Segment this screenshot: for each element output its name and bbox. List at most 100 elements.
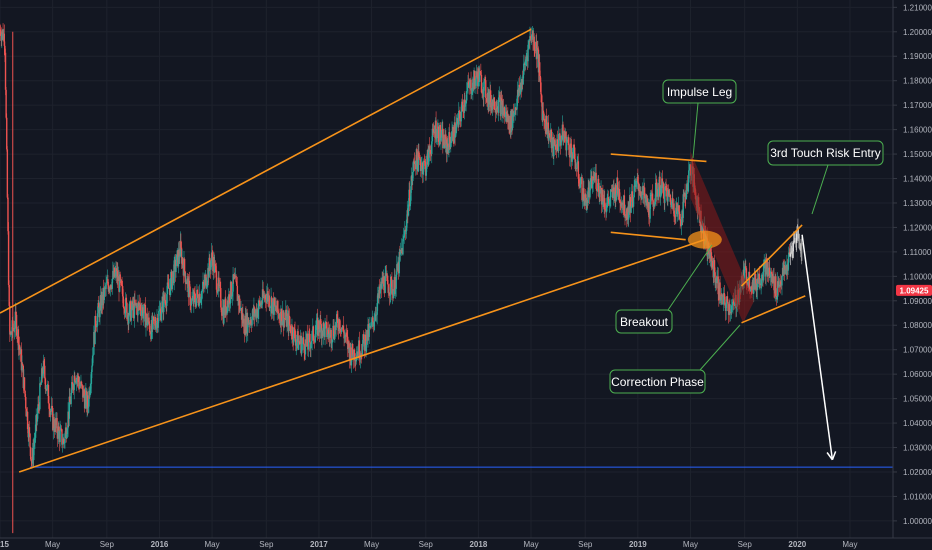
candle-body — [800, 242, 803, 261]
candle-body — [592, 176, 594, 185]
candle-body — [562, 134, 565, 142]
candle-body — [268, 295, 270, 308]
correction-channel[interactable] — [690, 151, 755, 323]
candle-body — [440, 137, 442, 141]
trendline-upper-wedge[interactable] — [0, 28, 532, 314]
candle-body — [534, 50, 537, 51]
correction-phase-pointer — [699, 324, 741, 371]
candle-body — [773, 276, 775, 291]
candle-body — [103, 288, 105, 300]
impulse-leg-callout[interactable]: Impulse Leg — [662, 79, 737, 159]
candle-body — [659, 195, 662, 198]
candle-body — [551, 139, 553, 149]
trendline-flag-lower[interactable] — [741, 295, 806, 324]
candle-body — [87, 395, 89, 408]
candle-body — [672, 197, 674, 209]
candle-body — [175, 265, 177, 273]
price-tick-label: 1.16000 — [903, 126, 932, 135]
risk-entry-callout[interactable]: 3rd Touch Risk Entry — [767, 140, 884, 215]
candle-body — [15, 314, 18, 336]
candle-body — [68, 396, 71, 419]
candle-body — [72, 389, 75, 391]
candle-body — [14, 328, 16, 332]
candle-body — [216, 289, 218, 293]
time-axis[interactable] — [0, 538, 893, 550]
candle-body — [553, 139, 555, 157]
risk-entry-box — [767, 140, 884, 166]
candle-body — [264, 295, 267, 300]
candle-body — [630, 206, 632, 213]
candle-body — [304, 339, 307, 355]
candle-body — [761, 279, 763, 280]
trendline-box-bottom[interactable] — [610, 231, 686, 241]
candle-body — [516, 98, 518, 110]
candle-body — [443, 134, 445, 145]
candle-body — [781, 275, 783, 286]
projection-arrow[interactable] — [801, 234, 834, 460]
candle-body — [680, 225, 683, 227]
candle-body — [769, 274, 772, 278]
trendline-lower-wedge[interactable] — [18, 238, 706, 473]
candle-body — [596, 188, 598, 191]
candle-body — [560, 139, 562, 146]
candle-body — [331, 342, 333, 344]
candle-body — [302, 337, 305, 345]
candle-body — [633, 185, 635, 198]
current-price-tag — [896, 284, 932, 296]
candle-body — [193, 291, 195, 304]
candle-body — [157, 321, 159, 328]
candle-body — [799, 248, 801, 250]
candle-body — [429, 150, 432, 154]
candle-body — [190, 300, 193, 306]
candle-body — [758, 273, 760, 285]
projection-arrow-head — [831, 451, 837, 461]
candle-body — [542, 110, 545, 114]
candle-body — [6, 149, 9, 198]
candle-body — [29, 447, 32, 460]
candle-body — [296, 340, 298, 342]
candle-body — [610, 190, 612, 198]
candle-body — [215, 266, 217, 271]
candle-body — [293, 327, 295, 343]
candle-body — [566, 140, 569, 142]
time-tick-label: Sep — [100, 540, 115, 549]
candle-body — [428, 146, 430, 165]
candle-body — [175, 254, 178, 266]
candle-body — [41, 368, 43, 383]
correction-phase-callout[interactable]: Correction Phase — [609, 324, 741, 394]
candle-body — [794, 238, 797, 242]
candle-body — [386, 275, 389, 285]
price-tick-label: 1.08000 — [903, 321, 932, 330]
price-axis-ticks: 1.00000 1.01000 1.02000 1.03000 1.04000 1.050… — [893, 3, 932, 526]
candle-body — [140, 310, 143, 317]
candle-body — [536, 48, 538, 59]
candle-body — [374, 320, 376, 322]
candle-body — [98, 302, 100, 308]
candle-body — [107, 285, 110, 292]
breakout-ellipse[interactable] — [687, 230, 722, 249]
price-axis[interactable] — [893, 0, 932, 538]
correction-phase-label: Correction Phase — [611, 375, 704, 389]
trendline-flag-upper[interactable] — [740, 224, 803, 287]
candle-body — [667, 189, 670, 191]
candle-body — [610, 190, 613, 191]
price-tick-label: 1.07000 — [903, 346, 932, 355]
candle-body — [466, 87, 469, 92]
candle-body — [269, 307, 271, 309]
price-tick-label: 1.09000 — [903, 297, 932, 306]
candle-body — [18, 345, 21, 350]
trendline-box-top[interactable] — [610, 153, 707, 163]
candle-body — [769, 267, 771, 278]
candle-body — [459, 111, 461, 119]
breakout-callout[interactable]: Breakout — [615, 244, 713, 334]
candle-body — [616, 177, 619, 190]
candle-body — [226, 300, 229, 313]
candle-body — [479, 71, 481, 73]
candle-body — [745, 268, 748, 286]
candle-body — [493, 97, 496, 110]
candle-body — [124, 312, 126, 314]
candle-body — [428, 146, 431, 152]
candle-body — [146, 313, 148, 326]
candle-body — [500, 98, 503, 101]
